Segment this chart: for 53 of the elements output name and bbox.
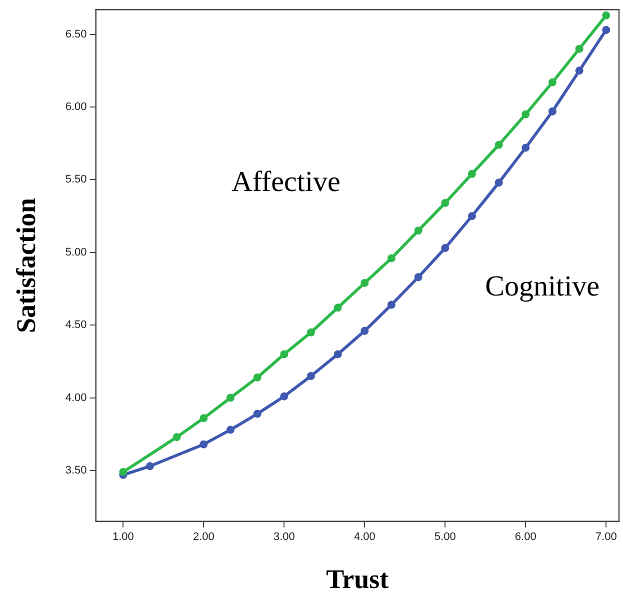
y-tick-label: 4.50 — [65, 319, 87, 332]
x-tick-label: 7.00 — [595, 531, 617, 544]
y-axis-title: Satisfaction — [11, 198, 42, 333]
point — [414, 226, 422, 235]
point — [494, 178, 503, 187]
point — [522, 144, 530, 152]
x-axis-title: Trust — [326, 564, 389, 594]
point — [522, 110, 530, 118]
point — [575, 66, 584, 75]
point — [548, 78, 556, 86]
y-tick-label: 3.50 — [65, 464, 87, 477]
point — [441, 198, 450, 207]
point — [334, 304, 342, 312]
y-tick-label: 5.50 — [65, 174, 87, 186]
point — [119, 468, 128, 476]
point — [602, 11, 610, 20]
point — [226, 394, 234, 402]
point — [226, 426, 234, 434]
point — [253, 373, 262, 382]
text: Affective — [231, 166, 340, 198]
point — [494, 140, 503, 149]
point — [387, 300, 396, 309]
y-tick-label: 6.00 — [65, 101, 87, 114]
point — [548, 107, 556, 116]
x-tick-label: 4.00 — [354, 531, 376, 544]
point — [172, 433, 181, 442]
y-tick-label: 4.00 — [65, 392, 87, 404]
point — [360, 278, 369, 287]
point — [146, 462, 154, 470]
point — [602, 26, 610, 34]
point — [334, 350, 342, 358]
x-tick-label: 5.00 — [434, 531, 456, 544]
point — [280, 392, 288, 400]
point — [360, 326, 369, 335]
point — [253, 410, 262, 418]
x-tick-label: 1.00 — [112, 531, 134, 544]
series-label: Cognitive — [485, 270, 600, 303]
point — [387, 254, 396, 262]
point — [468, 170, 476, 178]
point — [280, 350, 288, 358]
point — [306, 328, 315, 336]
x-tick-label: 6.00 — [514, 531, 536, 544]
point — [306, 372, 315, 380]
y-tick-label: 6.50 — [65, 28, 87, 40]
point — [468, 212, 476, 220]
point — [200, 414, 208, 422]
point — [200, 440, 208, 448]
point — [441, 244, 450, 252]
x-tick-label: 2.00 — [192, 531, 214, 544]
y-tick-label: 5.00 — [65, 246, 87, 258]
point — [414, 273, 422, 282]
x-tick-label: 3.00 — [273, 531, 295, 544]
point — [575, 44, 584, 53]
